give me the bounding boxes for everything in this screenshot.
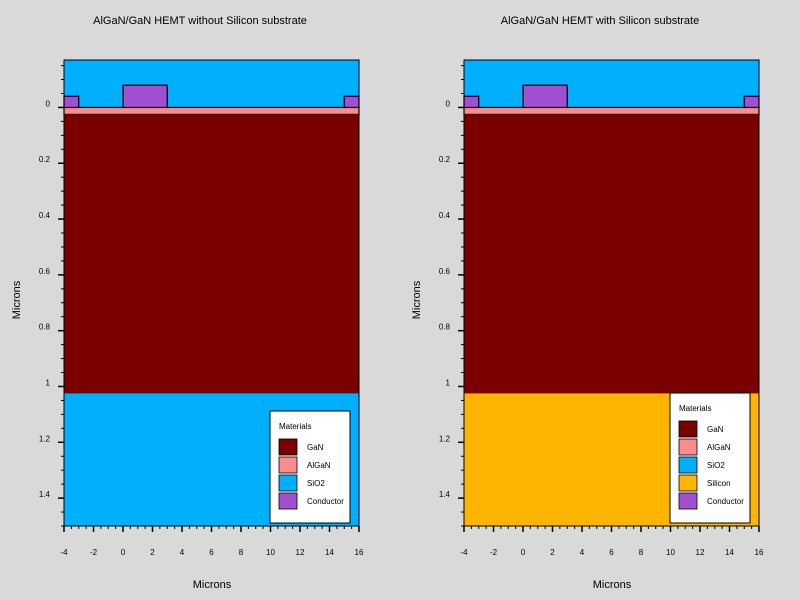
y-tick-label: 0.6 (39, 267, 51, 276)
y-tick-label: 0.2 (39, 155, 51, 164)
y-tick-label: 1 (46, 378, 51, 387)
legend-swatch-gan (678, 420, 698, 438)
legend-label: SiO2 (307, 479, 325, 488)
x-tick-label: 0 (521, 548, 526, 557)
x-tick-label: 10 (666, 548, 675, 557)
x-tick-label: 14 (725, 548, 734, 557)
region-sio2 (64, 60, 359, 108)
legend-swatch-silicon (678, 474, 698, 492)
y-axis-ticks: 0 0.2 0.4 0.6 0.8 1 1.2 1.4 (439, 65, 464, 527)
region-algan (63, 106, 360, 116)
region-conductor (122, 84, 168, 109)
y-axis-label: Microns (411, 280, 423, 319)
x-tick-label: 6 (209, 548, 214, 557)
x-axis-ticks: -4 -2 0 2 4 6 8 10 12 14 16 (60, 526, 364, 557)
y-tick-label: 0.8 (39, 323, 51, 332)
x-tick-label: 0 (121, 548, 126, 557)
x-axis-label: Microns (193, 579, 232, 591)
y-tick-label: 1.4 (39, 490, 51, 499)
legend-label: Conductor (707, 497, 744, 506)
panel-without-silicon: AlGaN/GaN HEMT without Silicon substrate… (11, 15, 364, 591)
y-tick-label: 0 (446, 99, 451, 108)
x-tick-label: -4 (60, 548, 68, 557)
y-tick-label: 0.4 (39, 211, 51, 220)
x-tick-label: 4 (580, 548, 585, 557)
x-tick-label: 16 (755, 548, 764, 557)
y-tick-label: 1 (446, 378, 451, 387)
region-conductor (63, 95, 80, 109)
region-conductor (522, 84, 568, 109)
x-tick-label: 12 (696, 548, 705, 557)
panel-title: AlGaN/GaN HEMT with Silicon substrate (501, 15, 699, 27)
x-tick-label: 14 (325, 548, 334, 557)
legend-swatch-algan (278, 456, 298, 474)
region-conductor (343, 95, 360, 109)
materials-legend: Materials GaN AlGaN SiO2 Conductor (269, 410, 351, 524)
y-tick-label: 1.2 (439, 434, 451, 443)
x-tick-label: 16 (355, 548, 364, 557)
region-gan (64, 114, 359, 394)
x-axis-ticks: -4 -2 0 2 4 6 8 10 12 14 16 (460, 526, 764, 557)
x-tick-label: 8 (239, 548, 244, 557)
legend-label: GaN (707, 425, 724, 434)
legend-label: GaN (307, 443, 324, 452)
legend-label: SiO2 (707, 461, 725, 470)
legend-swatch-algan (678, 438, 698, 456)
x-tick-label: 2 (550, 548, 555, 557)
region-algan (463, 106, 760, 116)
legend-title: Materials (279, 422, 311, 431)
legend-swatch-conductor (278, 492, 298, 510)
x-tick-label: 10 (266, 548, 275, 557)
y-tick-label: 0.2 (439, 155, 451, 164)
x-axis-label: Microns (593, 579, 632, 591)
legend-label: AlGaN (307, 461, 331, 470)
x-tick-label: 12 (296, 548, 305, 557)
x-tick-label: 2 (150, 548, 155, 557)
y-tick-label: 1.4 (439, 490, 451, 499)
y-tick-label: 0.8 (439, 323, 451, 332)
legend-label: Conductor (307, 497, 344, 506)
y-axis-ticks: 0 0.2 0.4 0.6 0.8 1 1.2 1.4 (39, 65, 64, 527)
panel-title: AlGaN/GaN HEMT without Silicon substrate (93, 15, 307, 27)
x-tick-label: -2 (490, 548, 498, 557)
legend-label: AlGaN (707, 443, 731, 452)
legend-label: Silicon (707, 479, 731, 488)
y-axis-label: Microns (11, 280, 23, 319)
region-gan (464, 114, 759, 394)
y-tick-label: 0.4 (439, 211, 451, 220)
legend-swatch-sio2 (278, 474, 298, 492)
x-tick-label: 8 (639, 548, 644, 557)
x-tick-label: -2 (90, 548, 98, 557)
y-tick-label: 1.2 (39, 434, 51, 443)
region-conductor (463, 95, 480, 109)
panel-with-silicon: AlGaN/GaN HEMT with Silicon substrate -4… (411, 15, 764, 591)
legend-swatch-gan (278, 438, 298, 456)
legend-title: Materials (679, 404, 711, 413)
region-conductor (743, 95, 760, 109)
x-tick-label: -4 (460, 548, 468, 557)
y-tick-label: 0 (46, 99, 51, 108)
materials-legend: Materials GaN AlGaN SiO2 Silicon Conductor (669, 392, 751, 524)
legend-swatch-conductor (678, 492, 698, 510)
region-sio2 (464, 60, 759, 108)
y-tick-label: 0.6 (439, 267, 451, 276)
x-tick-label: 6 (609, 548, 614, 557)
x-tick-label: 4 (180, 548, 185, 557)
legend-swatch-sio2 (678, 456, 698, 474)
